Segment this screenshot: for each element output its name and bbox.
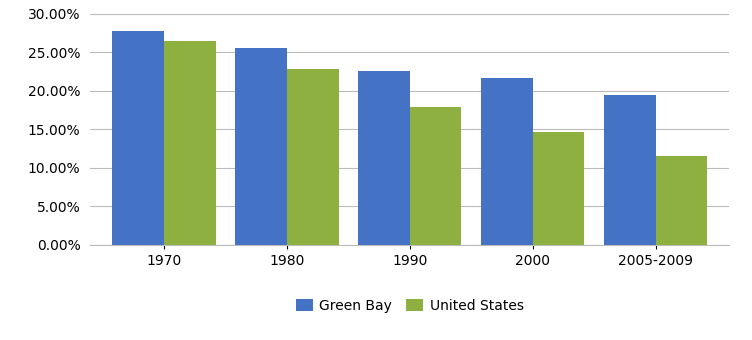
Bar xyxy=(410,107,462,245)
Bar xyxy=(112,31,164,245)
Bar xyxy=(532,132,584,245)
Legend: Green Bay, United States: Green Bay, United States xyxy=(290,293,529,319)
Bar xyxy=(481,78,532,245)
Bar xyxy=(604,95,656,245)
Bar xyxy=(164,41,216,245)
Bar xyxy=(358,71,410,245)
Bar xyxy=(656,156,708,245)
Bar xyxy=(235,48,287,245)
Bar xyxy=(287,69,338,245)
